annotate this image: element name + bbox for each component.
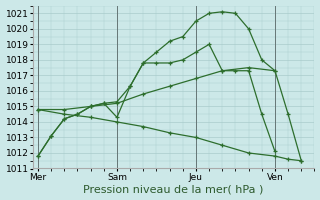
X-axis label: Pression niveau de la mer( hPa ): Pression niveau de la mer( hPa ) bbox=[84, 184, 264, 194]
